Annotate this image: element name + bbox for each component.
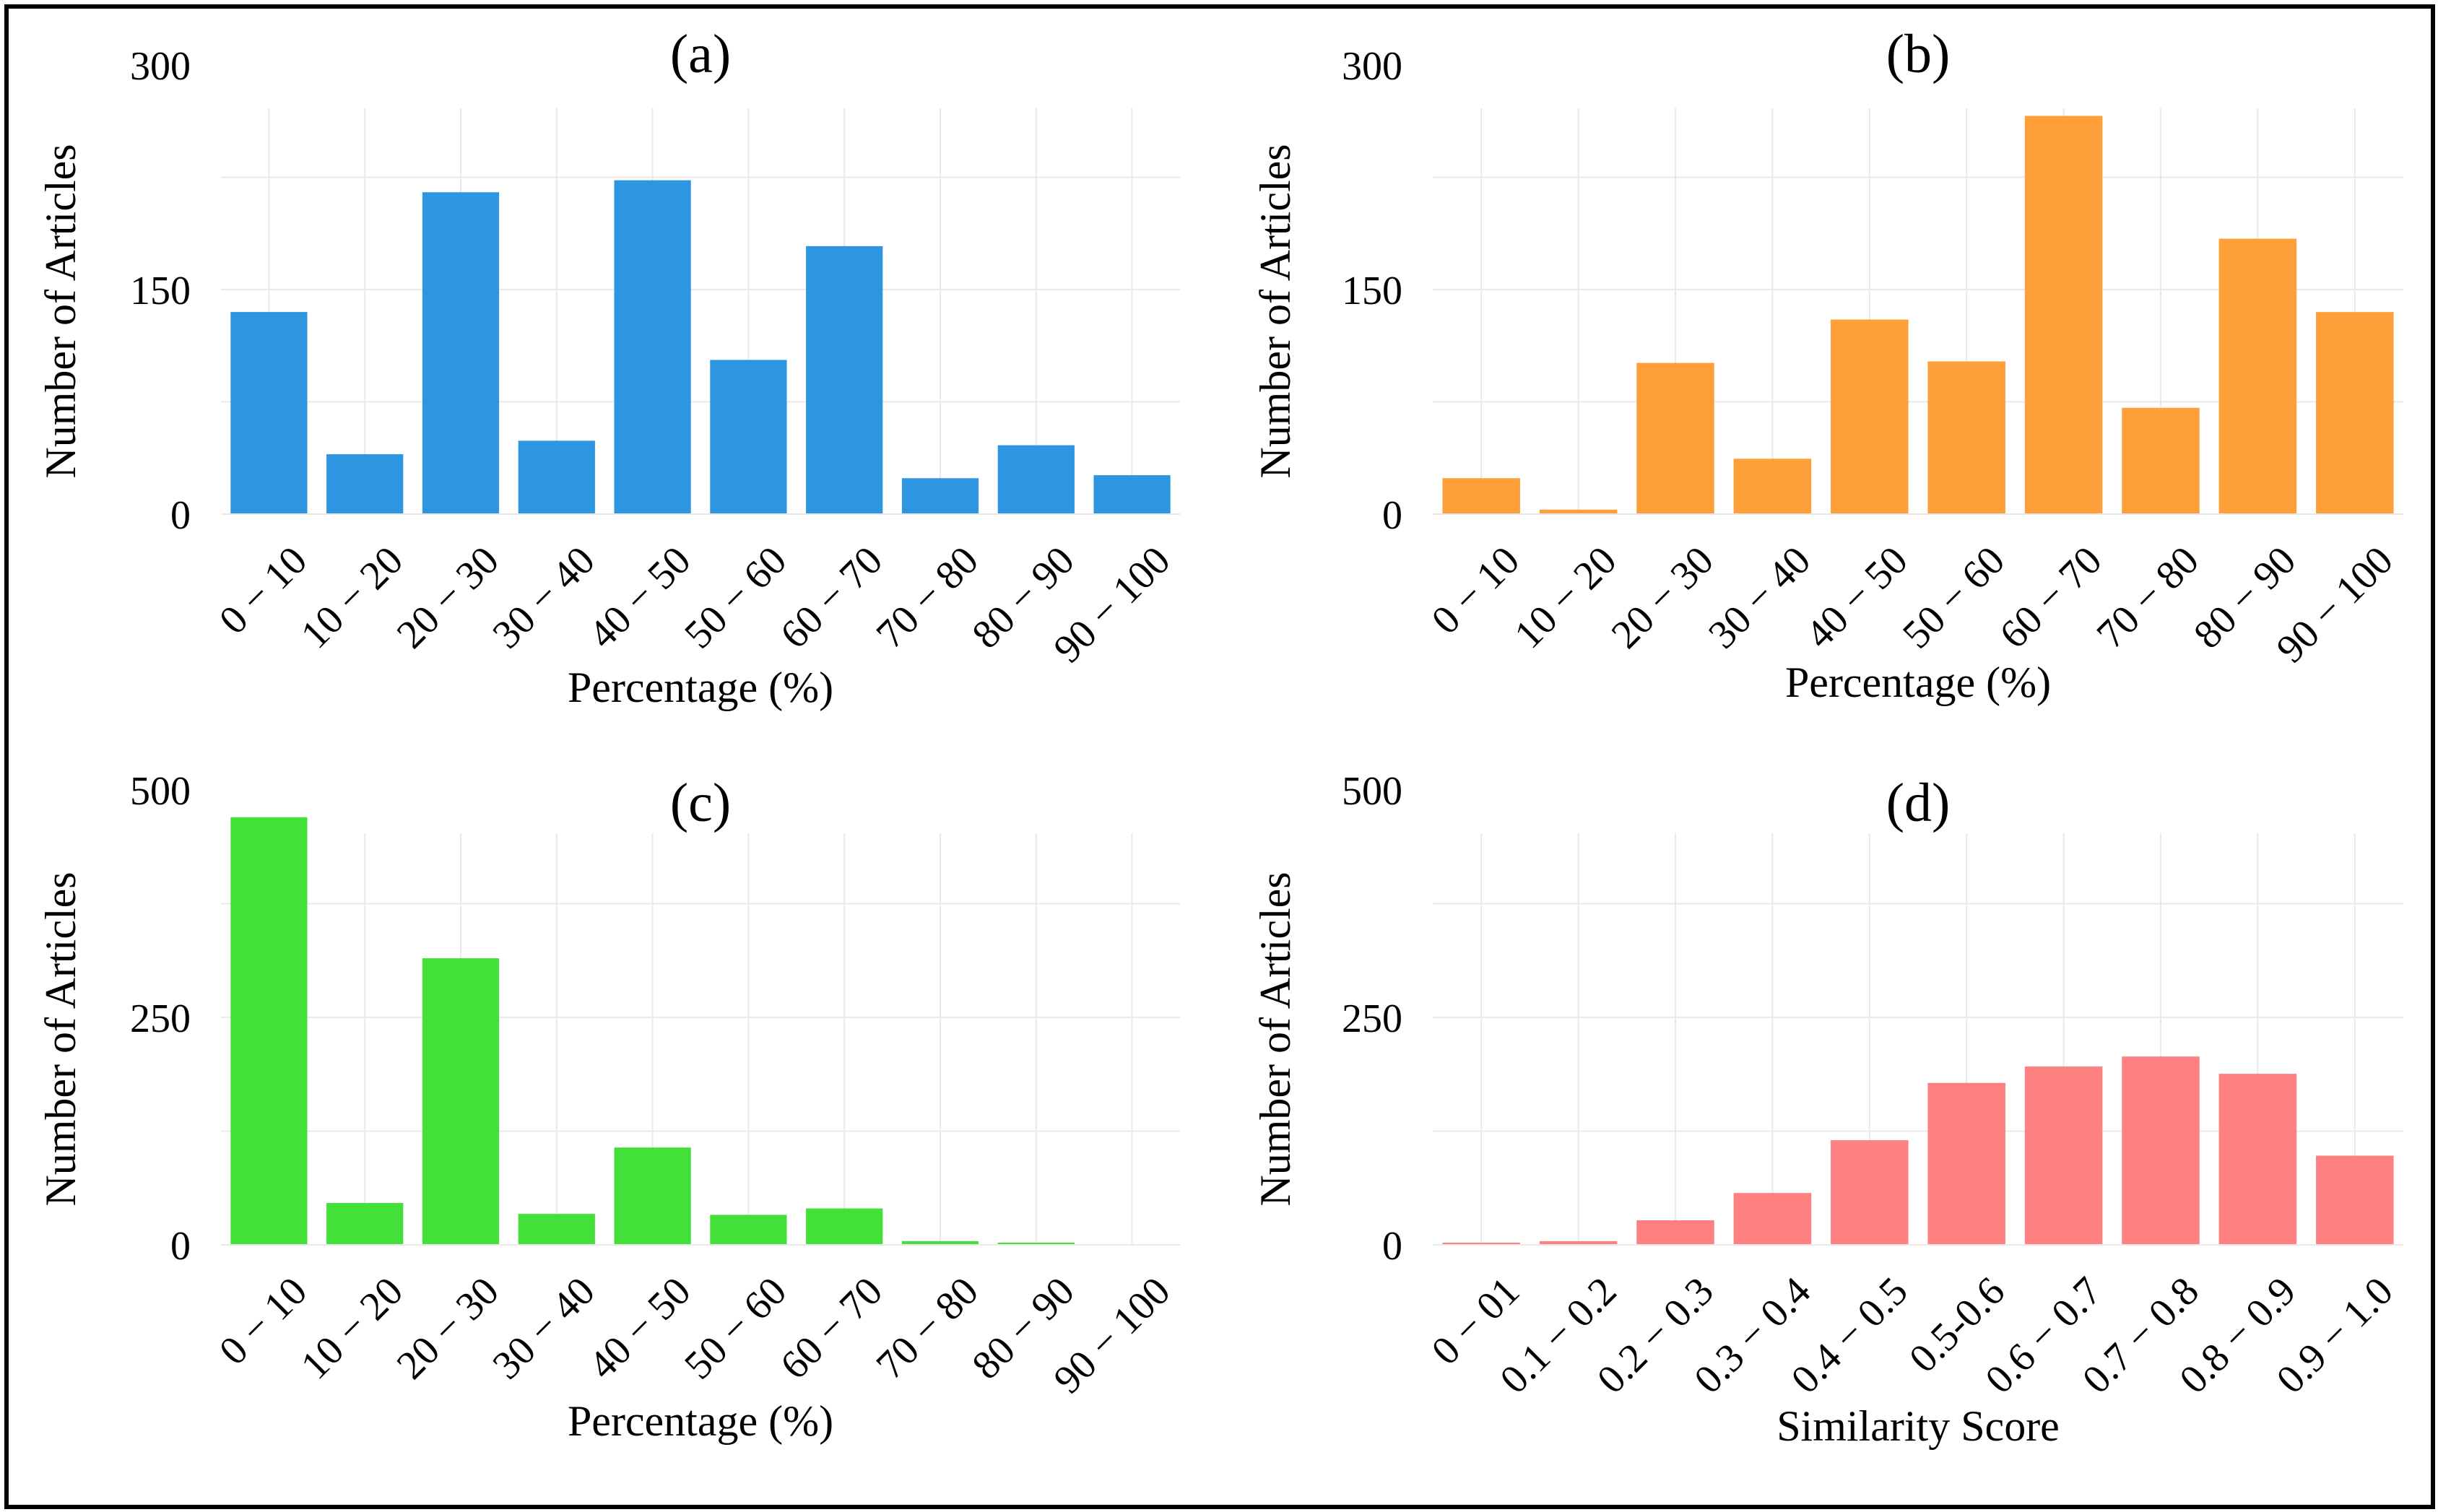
bar-1 — [1442, 1243, 1520, 1245]
x-tick-label: 50 − 60 — [676, 538, 795, 657]
bar-9 — [2218, 238, 2297, 514]
bar-7 — [2024, 1066, 2103, 1245]
bar-6 — [1927, 1082, 2005, 1245]
x-tick-label: 60 − 70 — [772, 538, 891, 657]
bar-2 — [1539, 509, 1618, 514]
bar-8 — [901, 1241, 979, 1245]
y-tick-label: 300 — [130, 44, 191, 89]
y-tick-label: 300 — [1342, 44, 1402, 89]
chart-title: (d) — [1886, 773, 1951, 833]
bar-4 — [518, 1214, 595, 1245]
bar-5 — [614, 1147, 691, 1245]
bar-7 — [2024, 116, 2103, 514]
y-tick-label: 0 — [170, 1224, 191, 1269]
bar-5 — [614, 180, 691, 514]
bar-6 — [710, 1215, 787, 1245]
chart-title: (b) — [1886, 24, 1951, 84]
bar-10 — [1093, 475, 1171, 514]
bar-2 — [1539, 1241, 1618, 1245]
bar-1 — [230, 312, 308, 514]
y-axis-label: Number of Articles — [1251, 144, 1299, 478]
y-tick-label: 0 — [1382, 1224, 1402, 1269]
y-tick-label: 150 — [1342, 269, 1402, 313]
bar-10 — [2316, 1155, 2394, 1245]
bar-6 — [1927, 361, 2005, 514]
x-tick-label: 50 − 60 — [1894, 538, 2013, 657]
bar-7 — [806, 1208, 883, 1245]
bar-6 — [710, 360, 787, 514]
x-axis-label: Percentage (%) — [568, 1397, 833, 1445]
bar-8 — [2122, 407, 2200, 514]
y-tick-label: 150 — [130, 269, 191, 313]
y-tick-label: 250 — [130, 996, 191, 1041]
x-tick-label: 30 − 40 — [1700, 538, 1819, 657]
bar-1 — [230, 817, 308, 1245]
x-tick-label: 40 − 50 — [580, 538, 699, 657]
x-tick-label: 10 − 20 — [292, 538, 412, 657]
bar-10 — [2316, 312, 2394, 514]
x-tick-label: 70 − 80 — [868, 1269, 987, 1388]
y-axis-label: Number of Articles — [37, 144, 84, 478]
bar-8 — [901, 478, 979, 514]
bar-8 — [2122, 1056, 2200, 1245]
bar-4 — [1733, 1193, 1812, 1245]
bar-2 — [326, 1203, 404, 1245]
chart-title: (c) — [670, 773, 731, 833]
bar-2 — [326, 454, 404, 514]
bar-3 — [1636, 362, 1714, 514]
x-axis-label: Similarity Score — [1777, 1402, 2060, 1450]
chart-title: (a) — [670, 24, 731, 84]
bar-3 — [422, 192, 500, 514]
bar-1 — [1442, 478, 1520, 514]
x-tick-label: 20 − 30 — [1603, 538, 1722, 657]
bar-4 — [1733, 459, 1812, 514]
y-axis-label: Number of Articles — [1251, 872, 1299, 1206]
bar-9 — [997, 445, 1075, 514]
x-tick-label: 20 − 30 — [389, 538, 508, 657]
y-tick-label: 0 — [170, 493, 191, 538]
bar-5 — [1831, 1140, 1909, 1245]
x-tick-label: 60 − 70 — [1991, 538, 2110, 657]
x-tick-label: 50 − 60 — [676, 1269, 795, 1388]
x-tick-label: 70 − 80 — [2088, 538, 2208, 657]
x-tick-label: 40 − 50 — [1797, 538, 1917, 657]
y-tick-label: 500 — [130, 769, 191, 814]
y-tick-label: 0 — [1382, 493, 1402, 538]
x-tick-label: 30 − 40 — [485, 1269, 604, 1388]
x-tick-label: 60 − 70 — [772, 1269, 891, 1388]
bar-5 — [1831, 319, 1909, 514]
x-tick-label: 20 − 30 — [389, 1269, 508, 1388]
x-tick-label: 70 − 80 — [868, 538, 987, 657]
bar-7 — [806, 246, 883, 514]
bar-3 — [422, 958, 500, 1245]
x-axis-label: Percentage (%) — [568, 664, 833, 711]
x-tick-label: 10 − 20 — [1506, 538, 1625, 657]
y-axis-label: Number of Articles — [37, 872, 84, 1206]
x-tick-label: 40 − 50 — [580, 1269, 699, 1388]
bar-3 — [1636, 1220, 1714, 1245]
bar-9 — [2218, 1074, 2297, 1245]
y-tick-label: 500 — [1342, 769, 1402, 814]
x-tick-label: 10 − 20 — [292, 1269, 412, 1388]
x-tick-label: 30 − 40 — [485, 538, 604, 657]
x-axis-label: Percentage (%) — [1785, 659, 2051, 706]
bar-9 — [997, 1243, 1075, 1245]
bar-4 — [518, 440, 595, 514]
y-tick-label: 250 — [1342, 996, 1402, 1041]
